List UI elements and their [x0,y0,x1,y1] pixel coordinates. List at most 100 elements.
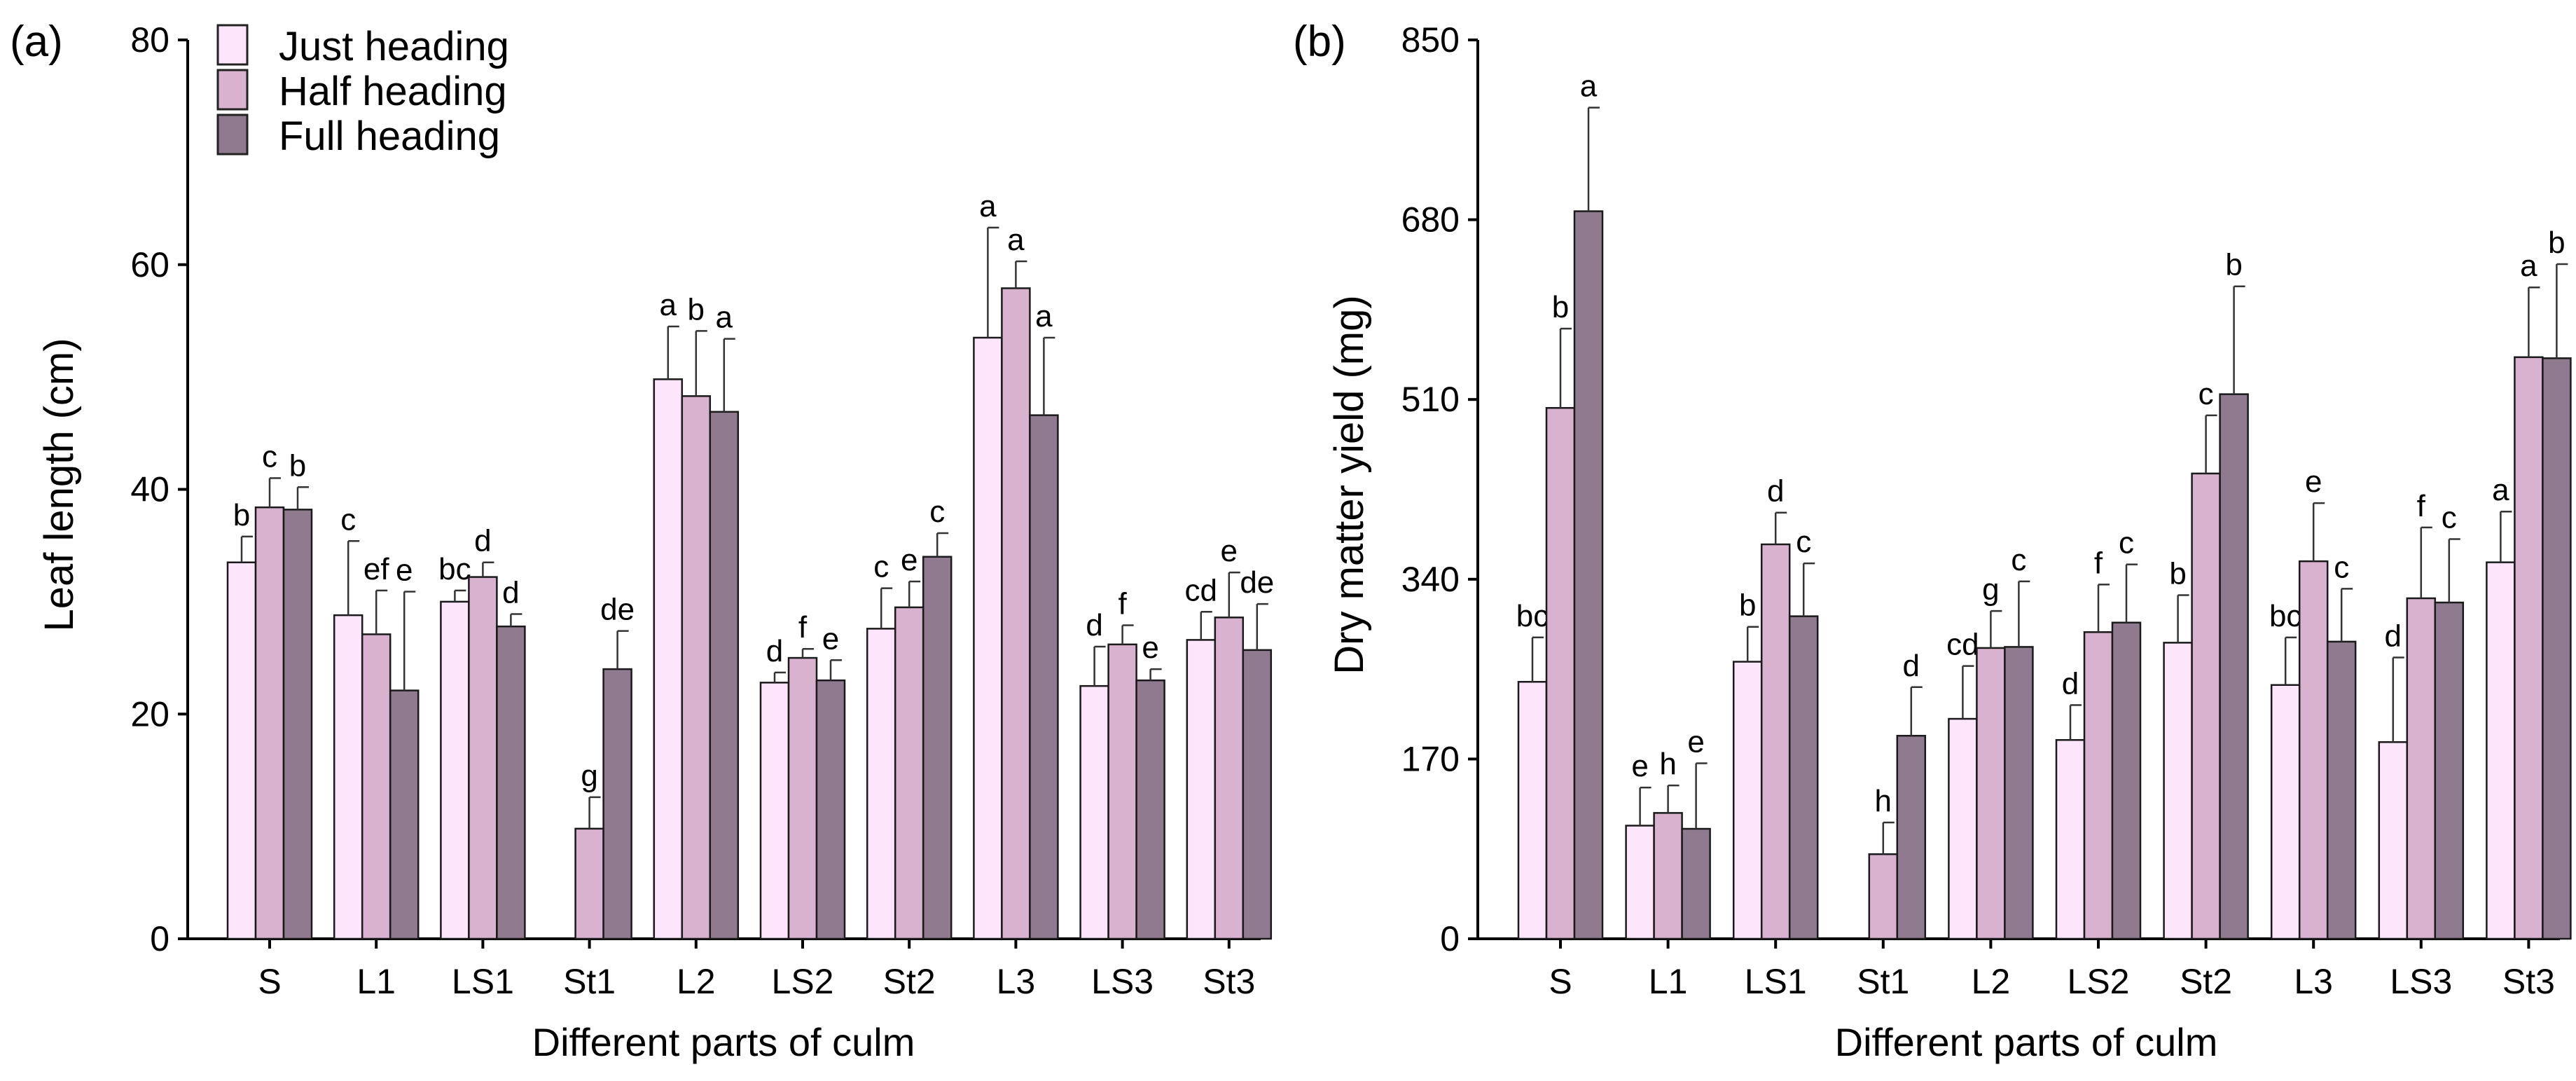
panel-b-significance-letter: b [1552,290,1569,324]
panel-b-bar [2163,642,2193,940]
panel-b-significance-letter: f [2417,489,2426,523]
panel-a-bar [389,689,420,940]
panel-a-y-axis-title: Leaf length (cm) [36,338,82,631]
panel-b-significance-letter: h [1659,747,1676,781]
panel-b-significance-letter: b [2169,556,2186,591]
panel-a-significance-letter: a [979,189,997,223]
panel-b-significance-letter: d [2062,666,2079,701]
panel-b-bar [1976,647,2006,940]
panel-b-bar [1868,853,1899,940]
panel-a-bar [574,827,604,940]
panel-a-y-tick-label: 40 [130,470,169,509]
panel-a-significance-letter: e [901,543,917,577]
panel-a-bar [602,668,632,940]
panel-a-significance-letter: d [1086,608,1102,642]
legend-label-just-heading: Just heading [279,24,509,69]
panel-a-bar [496,625,526,940]
panel-b-significance-letter: e [1687,724,1704,759]
panel-b-x-axis-title: Different parts of culm [1835,1020,2218,1064]
panel-a-y-tick-label: 60 [130,245,169,284]
legend-label-full-heading: Full heading [279,113,500,159]
panel-b-significance-letter: a [2520,249,2537,283]
panel-b-significance-letter: c [2119,526,2134,560]
panel-a-x-tick-label: L3 [997,962,1036,1001]
panel-a-significance-letter: d [502,576,519,610]
panel-b-bar [2406,597,2437,940]
panel-a-x-tick-label: L2 [677,962,716,1001]
panel-b-y-axis-title: Dry matter yield (mg) [1327,295,1372,674]
panel-b-x-tick-label: L1 [1649,962,1688,1001]
panel-a-x-tick-label: L1 [356,962,396,1001]
panel-a-significance-letter: de [1240,565,1274,600]
panel-b-significance-letter: d [1903,649,1920,683]
panel-a-significance-letter: c [929,495,945,529]
panel-b-bar [1625,825,1655,940]
panel-b-y-tick-label: 510 [1401,380,1460,419]
panel-a-bar [282,509,313,940]
panel-b-bar [1948,717,1978,940]
panel-b-bar [2004,646,2034,940]
legend-swatch-full-heading [216,113,249,156]
panel-a-significance-letter: ef [363,552,389,586]
panel-b-x-tick-label: L2 [1972,962,2011,1001]
panel-a-x-tick-label: St3 [1203,962,1255,1001]
panel-a-significance-letter: g [581,759,597,793]
panel-b-bar [1653,812,1683,940]
panel-a-bar [815,679,846,940]
panel-b-significance-letter: d [2385,619,2402,653]
panel-a-bar [1135,679,1165,940]
panel-b-significance-letter: b [2548,226,2565,260]
panel-b-bar [2219,393,2249,940]
panel-a-x-tick-label: LS3 [1091,962,1154,1001]
panel-b-x-tick-label: L3 [2294,962,2333,1001]
panel-b-significance-letter: a [1580,69,1598,104]
panel-b-x-tick-label: St1 [1857,962,1909,1001]
legend: Just heading Half heading Full heading [216,24,509,159]
panel-b-bar [1545,407,1576,940]
panel-b-y-tick-label: 680 [1401,200,1460,240]
panel-b-bar [2111,621,2142,940]
panel-a-x-axis-title: Different parts of culm [532,1020,915,1064]
panel-b-bar [2191,472,2221,940]
panel-b-bar [2486,561,2516,940]
panel-a-bar [1001,287,1031,940]
panel-a-significance-letter: f [1118,587,1127,621]
panel-b-bar [2378,741,2409,940]
panel-b-significance-letter: g [1982,572,1999,607]
panel-b-bar [1573,210,1604,940]
legend-label-half-heading: Half heading [279,69,507,114]
panel-a-significance-letter: f [798,610,808,645]
panel-b-bar [2298,560,2329,940]
panel-b-bar [1681,827,1711,940]
panel-b-significance-letter: d [1767,474,1784,509]
panel-b-bar [2083,631,2114,940]
panel-a-bar [681,395,712,940]
panel-b-x-tick-label: St3 [2502,962,2555,1001]
panel-b-significance-letter: c [2442,500,2457,535]
panel-a-x-tick-label: S [258,962,281,1001]
panel-b-bar [2434,601,2465,940]
panel-b-bar [1760,543,1791,940]
panel-a-significance-letter: e [1142,631,1158,665]
panel-b-significance-letter: bc [2269,599,2301,633]
panel-a-bar [333,614,363,940]
panel-b-bar [1517,680,1548,940]
panel-a-bar [226,561,257,940]
panel-a-bar [254,506,285,940]
panel-b-x-tick-label: St2 [2180,962,2232,1001]
panel-b-significance-letter: b [1739,588,1756,623]
panel-a-x-tick-label: St1 [563,962,616,1001]
panel-b-significance-letter: c [1796,525,1811,559]
panel-a-significance-letter: c [340,502,356,537]
panel-b-significance-letter: c [2011,543,2026,577]
panel-a-bar [1107,643,1137,940]
panel-b-significance-letter: a [2492,473,2509,507]
panel-b-significance-letter: c [2334,550,2349,584]
panel-a-bar [1029,414,1059,940]
panel-a-significance-letter: d [474,524,491,558]
panel-a-significance-letter: cd [1185,573,1217,607]
panel-a-significance-letter: c [262,439,277,474]
